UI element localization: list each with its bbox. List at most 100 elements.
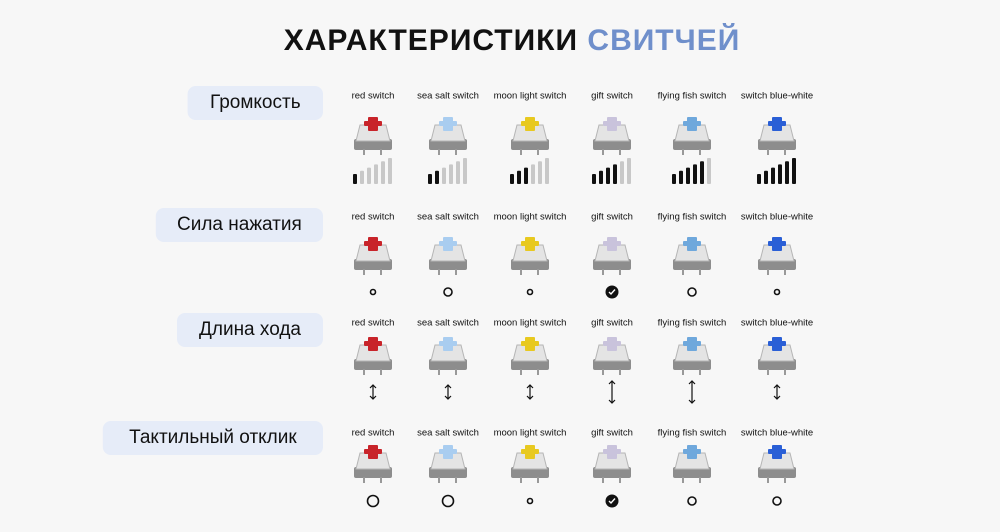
- volume-bar: [367, 167, 371, 184]
- check-indicator: [605, 494, 619, 508]
- switch-pin: [438, 149, 440, 155]
- volume-bar: [538, 161, 542, 184]
- switch-pin: [784, 369, 786, 375]
- circle-indicator: [366, 494, 380, 508]
- switch-housing: [430, 452, 466, 470]
- switch-base: [593, 139, 631, 150]
- switch-pin: [699, 369, 701, 375]
- check-mark: [608, 289, 616, 296]
- arrow-indicator: [773, 384, 781, 400]
- switch-housing: [430, 124, 466, 142]
- switch-pin: [699, 477, 701, 483]
- switch-housing: [674, 452, 710, 470]
- switch-stem: [521, 241, 539, 246]
- switch-housing: [759, 344, 795, 362]
- volume-bar: [388, 158, 392, 184]
- switch-base: [593, 359, 631, 370]
- switch-name: red switch: [352, 91, 395, 102]
- switch-name: red switch: [352, 318, 395, 329]
- switch-housing: [759, 452, 795, 470]
- switch-stem: [603, 449, 621, 454]
- circle-indicator: [773, 288, 781, 296]
- switch-stem: [683, 121, 701, 126]
- switch-image: [511, 237, 549, 275]
- volume-indicator: [592, 158, 631, 184]
- volume-bar: [449, 164, 453, 184]
- volume-bar: [545, 158, 549, 184]
- switch-pin: [619, 269, 621, 275]
- switch-housing: [594, 244, 630, 262]
- switch-name: flying fish switch: [658, 428, 727, 439]
- switch-image: [354, 117, 392, 155]
- switch-base: [758, 139, 796, 150]
- switch-base: [354, 359, 392, 370]
- arrow-indicator: [688, 380, 696, 404]
- switch-base: [673, 259, 711, 270]
- switch-pin: [682, 369, 684, 375]
- switch-name: switch blue-white: [741, 318, 813, 329]
- switch-pin: [619, 369, 621, 375]
- volume-bar: [707, 158, 711, 184]
- switch-stem: [603, 121, 621, 126]
- switch-name: gift switch: [591, 91, 633, 102]
- circle-indicator: [687, 287, 697, 297]
- switch-pin: [602, 369, 604, 375]
- title: ХАРАКТЕРИСТИКИ СВИТЧЕЙ: [284, 23, 741, 57]
- switch-pin: [784, 149, 786, 155]
- switch-pin: [455, 269, 457, 275]
- switch-image: [511, 445, 549, 483]
- volume-bar: [672, 174, 676, 184]
- switch-housing: [430, 244, 466, 262]
- volume-bar: [757, 174, 761, 184]
- switch-pin: [767, 477, 769, 483]
- switch-image: [429, 117, 467, 155]
- switch-image: [673, 337, 711, 375]
- switch-pin: [682, 149, 684, 155]
- switch-base: [593, 259, 631, 270]
- volume-bar: [693, 164, 697, 184]
- switch-pin: [619, 149, 621, 155]
- volume-bar: [785, 161, 789, 184]
- switch-image: [758, 117, 796, 155]
- switch-base: [593, 467, 631, 478]
- switch-pin: [520, 149, 522, 155]
- switch-pin: [380, 369, 382, 375]
- switch-image: [354, 445, 392, 483]
- switch-stem: [683, 341, 701, 346]
- switch-base: [758, 359, 796, 370]
- switch-stem: [603, 341, 621, 346]
- switch-pin: [380, 477, 382, 483]
- circle-indicator: [687, 496, 697, 506]
- switch-housing: [355, 124, 391, 142]
- label-pill: [155, 208, 323, 242]
- switch-base: [673, 139, 711, 150]
- switch-housing: [430, 344, 466, 362]
- switch-housing: [594, 344, 630, 362]
- circle-indicator: [526, 497, 534, 505]
- section-label: Длина хода: [199, 319, 301, 340]
- volume-bar: [381, 161, 385, 184]
- switch-pin: [682, 269, 684, 275]
- volume-indicator: [757, 158, 796, 184]
- label-pill: [102, 421, 323, 455]
- switch-stem: [521, 121, 539, 126]
- volume-bar: [353, 174, 357, 184]
- circle-indicator: [369, 288, 377, 296]
- volume-bar: [778, 164, 782, 184]
- section-label: Громкость: [210, 92, 301, 113]
- switch-pin: [520, 369, 522, 375]
- switch-housing: [512, 452, 548, 470]
- switch-pin: [455, 369, 457, 375]
- title-main: ХАРАКТЕРИСТИКИ: [284, 24, 578, 57]
- switch-image: [758, 445, 796, 483]
- switch-pin: [602, 477, 604, 483]
- switch-housing: [674, 344, 710, 362]
- switch-pin: [438, 269, 440, 275]
- switch-pin: [784, 477, 786, 483]
- switch-base: [429, 139, 467, 150]
- switch-pin: [520, 269, 522, 275]
- volume-indicator: [428, 158, 467, 184]
- volume-bar: [435, 170, 439, 184]
- volume-indicator: [353, 158, 392, 184]
- switch-stem: [521, 449, 539, 454]
